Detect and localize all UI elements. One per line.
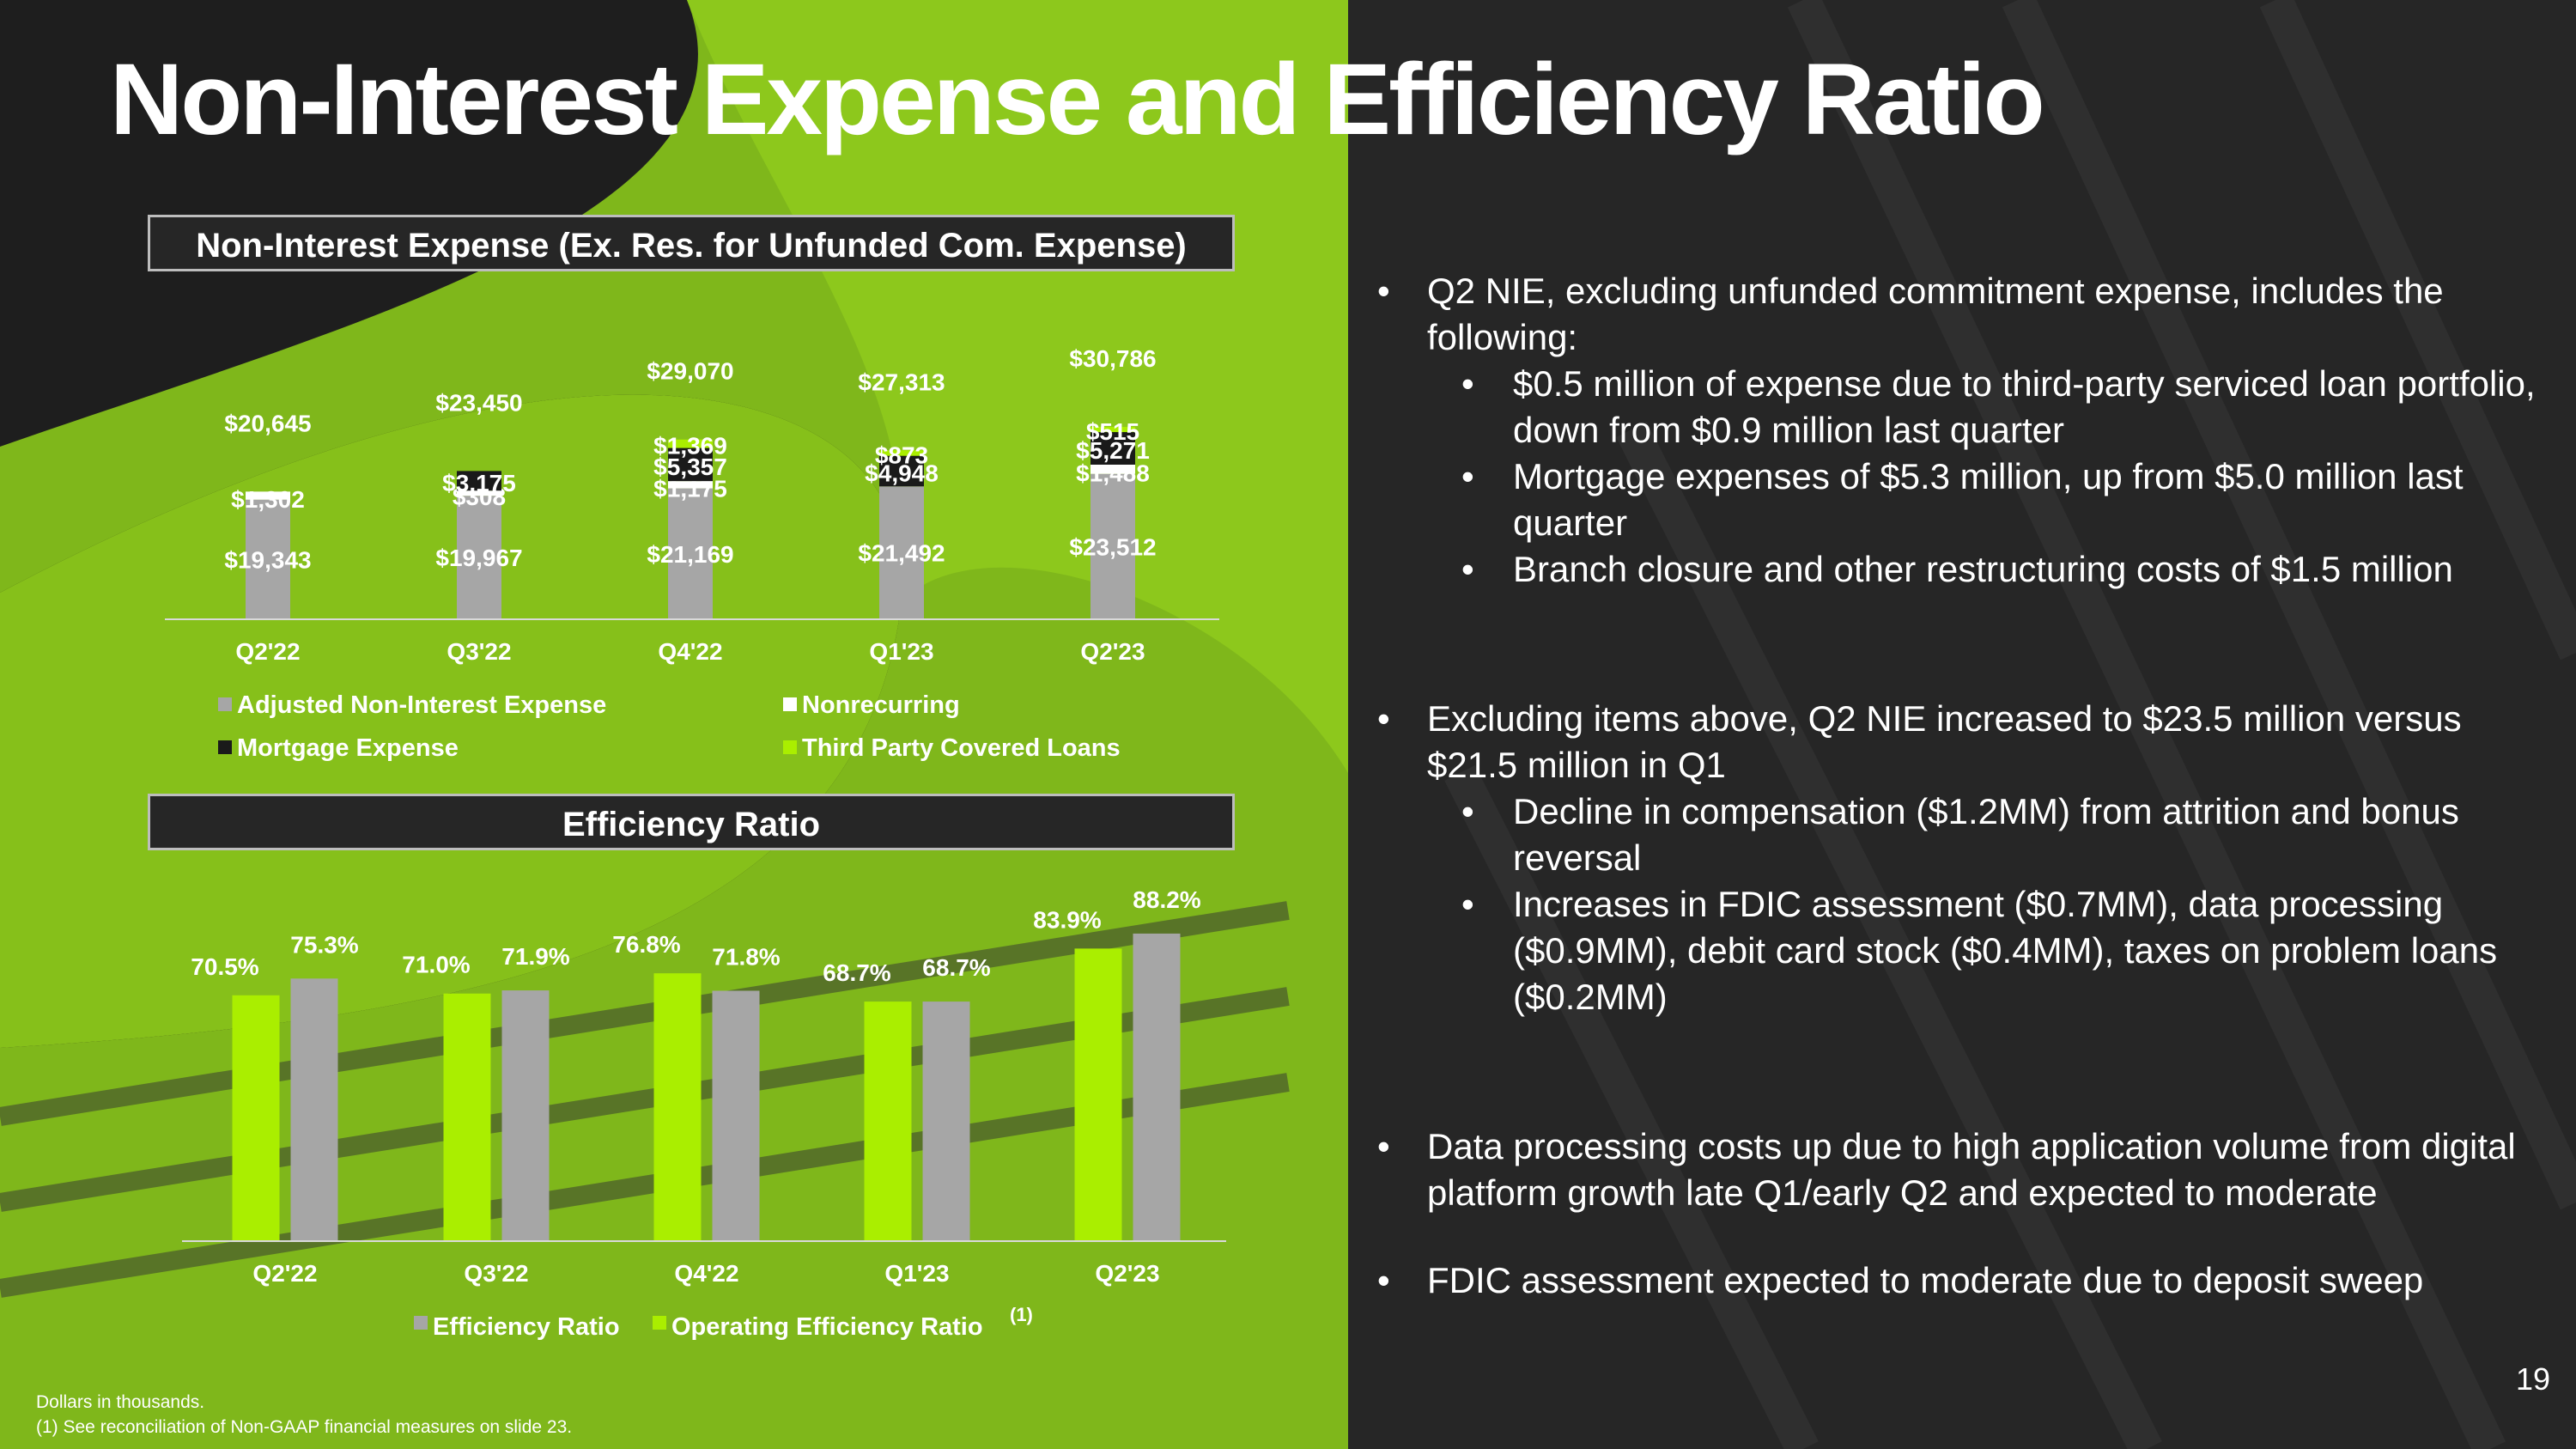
page-number: 19 bbox=[2516, 1361, 2551, 1397]
nie-legend-label: Third Party Covered Loans bbox=[802, 734, 1121, 762]
nie-bar-segment bbox=[457, 490, 501, 496]
nie-bar-segment bbox=[668, 447, 713, 482]
er-data-label: 71.8% bbox=[712, 943, 780, 970]
nie-bar-segment bbox=[246, 491, 290, 500]
nie-category-label: Q2'22 bbox=[235, 638, 300, 665]
er-bar bbox=[1133, 933, 1181, 1241]
nie-chart-header: Non-Interest Expense (Ex. Res. for Unfun… bbox=[148, 215, 1235, 271]
bullet-1-sub-2: Mortgage expenses of $5.3 million, up fr… bbox=[1370, 454, 2547, 546]
nie-category-label: Q2'23 bbox=[1080, 638, 1145, 665]
nie-legend-label: Mortgage Expense bbox=[237, 734, 459, 762]
er-legend-swatch bbox=[414, 1316, 428, 1330]
nie-data-label: $5,271 bbox=[1076, 437, 1150, 464]
bullet-2: Excluding items above, Q2 NIE increased … bbox=[1370, 696, 2547, 788]
nie-bar-segment bbox=[879, 450, 924, 456]
nie-bar-segment bbox=[879, 486, 924, 619]
nie-data-label: $23,512 bbox=[1069, 533, 1156, 560]
nie-data-label: $19,343 bbox=[224, 546, 311, 573]
nie-total-label: $30,786 bbox=[1069, 345, 1156, 372]
footnote-2: (1) See reconciliation of Non-GAAP finan… bbox=[36, 1417, 573, 1437]
er-data-label: 70.5% bbox=[191, 953, 258, 980]
nie-bar-segment bbox=[457, 471, 501, 491]
bullet-3: Data processing costs up due to high app… bbox=[1370, 1123, 2547, 1216]
er-bar bbox=[501, 990, 550, 1241]
nie-category-label: Q3'22 bbox=[447, 638, 511, 665]
er-bar bbox=[922, 1002, 970, 1241]
nie-data-label: $1,369 bbox=[653, 433, 727, 460]
er-bar bbox=[1074, 948, 1122, 1241]
er-category-label: Q2'23 bbox=[1095, 1260, 1159, 1287]
er-data-label: 71.0% bbox=[402, 952, 470, 978]
er-data-label: 76.8% bbox=[612, 931, 680, 958]
nie-bar-segment bbox=[879, 455, 924, 487]
nie-data-label: $19,967 bbox=[435, 545, 522, 571]
er-bar bbox=[443, 993, 491, 1241]
nie-data-label: $21,492 bbox=[858, 540, 945, 567]
nie-bar-segment bbox=[1091, 465, 1135, 474]
nie-legend: Adjusted Non-Interest Expense Nonrecurrin… bbox=[218, 691, 1121, 762]
nie-data-label: $1,302 bbox=[231, 486, 305, 513]
nie-bar-segment bbox=[668, 481, 713, 489]
er-category-label: Q3'22 bbox=[464, 1260, 528, 1287]
efficiency-chart-header: Efficiency Ratio bbox=[148, 794, 1235, 850]
nie-legend-label: Adjusted Non-Interest Expense bbox=[237, 691, 606, 719]
er-bar bbox=[232, 995, 280, 1241]
er-legend-label: Efficiency Ratio bbox=[433, 1313, 620, 1341]
bullet-2-sub-2: Increases in FDIC assessment ($0.7MM), d… bbox=[1370, 881, 2547, 1020]
nie-bar-segment bbox=[1091, 432, 1135, 465]
er-data-label: 68.7% bbox=[823, 959, 890, 986]
nie-chart: $19,343$1,302$20,645Q2'22$19,967$308$3,1… bbox=[165, 345, 1219, 762]
nie-legend-swatch bbox=[218, 740, 232, 754]
er-legend: Efficiency Ratio Operating Efficiency Rat… bbox=[414, 1304, 1033, 1341]
bullet-1-sub-1: $0.5 million of expense due to third-par… bbox=[1370, 361, 2547, 454]
nie-category-label: Q1'23 bbox=[869, 638, 933, 665]
er-legend-swatch bbox=[653, 1316, 666, 1330]
nie-legend-swatch bbox=[783, 740, 797, 754]
er-bar bbox=[864, 1002, 912, 1241]
nie-bar-segment bbox=[457, 496, 501, 619]
nie-data-label: $3,175 bbox=[442, 470, 516, 496]
nie-total-label: $29,070 bbox=[647, 358, 733, 385]
nie-data-label: $4,948 bbox=[865, 460, 939, 486]
page-title: Non-Interest Expense and Efficiency Rati… bbox=[110, 43, 2045, 156]
nie-total-label: $27,313 bbox=[858, 368, 945, 395]
footnote-1: Dollars in thousands. bbox=[36, 1392, 205, 1412]
nie-legend-swatch bbox=[218, 697, 232, 711]
bullet-4: FDIC assessment expected to moderate due… bbox=[1370, 1257, 2547, 1304]
er-legend-label: Operating Efficiency Ratio bbox=[671, 1313, 983, 1341]
nie-data-label: $21,169 bbox=[647, 541, 733, 568]
er-data-label: 83.9% bbox=[1033, 906, 1101, 933]
footnotes: Dollars in thousands. (1) See reconcilia… bbox=[36, 1390, 572, 1440]
nie-bar-segment bbox=[668, 439, 713, 448]
commentary-bullets: Q2 NIE, excluding unfunded commitment ex… bbox=[1370, 222, 2547, 1304]
er-category-label: Q1'23 bbox=[884, 1260, 949, 1287]
nie-data-label: $515 bbox=[1086, 418, 1139, 445]
er-category-label: Q2'22 bbox=[252, 1260, 317, 1287]
er-data-label: 88.2% bbox=[1133, 886, 1200, 913]
nie-total-label: $20,645 bbox=[224, 410, 311, 436]
bullet-2-sub-1: Decline in compensation ($1.2MM) from at… bbox=[1370, 788, 2547, 881]
nie-bar-segment bbox=[246, 499, 290, 619]
bullet-1: Q2 NIE, excluding unfunded commitment ex… bbox=[1370, 268, 2547, 361]
nie-data-label: $5,357 bbox=[653, 454, 727, 480]
nie-bar-segment bbox=[1091, 427, 1135, 433]
nie-bar-segment bbox=[1091, 473, 1135, 619]
nie-legend-swatch bbox=[783, 697, 797, 711]
nie-bar-segment bbox=[668, 488, 713, 619]
er-bar bbox=[712, 990, 760, 1241]
er-data-label: 71.9% bbox=[501, 943, 569, 970]
er-legend-footnote-ref: (1) bbox=[1010, 1304, 1033, 1325]
nie-data-label: $873 bbox=[875, 441, 928, 468]
er-data-label: 75.3% bbox=[290, 931, 358, 958]
efficiency-chart: 70.5% 75.3% Q2'22 71.0% 71.9% Q3'22 76.8% 71.8%… bbox=[182, 886, 1226, 1341]
nie-category-label: Q4'22 bbox=[658, 638, 722, 665]
nie-total-label: $23,450 bbox=[435, 389, 522, 416]
er-bar bbox=[290, 978, 338, 1241]
bullet-1-sub-3: Branch closure and other restructuring c… bbox=[1370, 546, 2547, 593]
nie-legend-label: Nonrecurring bbox=[802, 691, 960, 719]
er-bar bbox=[653, 973, 702, 1241]
er-data-label: 68.7% bbox=[922, 954, 990, 981]
er-category-label: Q4'22 bbox=[674, 1260, 738, 1287]
